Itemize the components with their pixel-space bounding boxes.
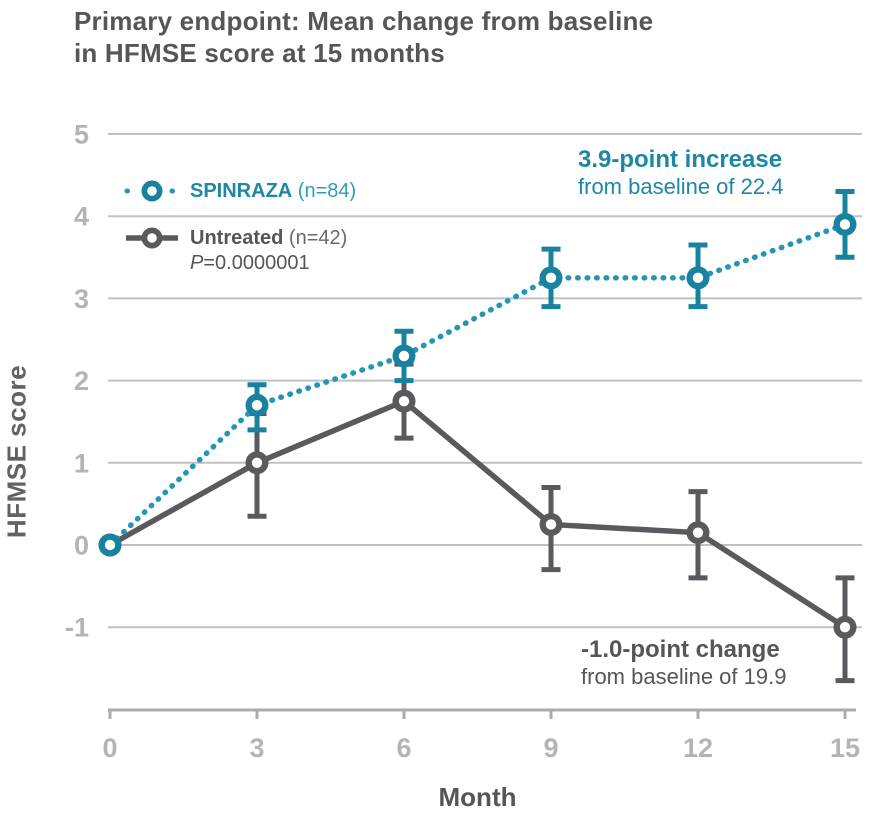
spinraza-dotted-marker-icon (124, 180, 180, 202)
spinraza-data-point-month-3 (245, 393, 269, 417)
marker-center (251, 400, 263, 411)
marker-center (104, 539, 116, 551)
untreated-solid-marker-icon (126, 227, 178, 249)
marker-center (839, 622, 851, 633)
p-value: P=0.0000001 (190, 252, 310, 274)
spinraza-line (107, 221, 848, 548)
series-untreated (98, 361, 857, 684)
x-tick-label-3: 3 (249, 733, 264, 763)
annotation-untreated-headline: -1.0-point change (581, 636, 780, 663)
untreated-data-point-month-3 (245, 451, 269, 475)
y-tick-label-2: 2 (74, 366, 89, 396)
y-tick-label--1: -1 (65, 613, 89, 643)
spinraza-data-point-month-15 (833, 212, 857, 236)
marker-center (692, 272, 704, 284)
annotation-spinraza-result: 3.9-point increase from baseline of 22.4 (578, 146, 783, 199)
marker-center (251, 457, 263, 468)
x-tick-label-9: 9 (543, 733, 558, 763)
x-tick-label-12: 12 (683, 733, 713, 763)
untreated-data-point-month-6 (392, 389, 416, 413)
untreated-data-point-month-9 (539, 512, 563, 536)
annotation-untreated-subline: from baseline of 19.9 (581, 664, 787, 689)
y-tick-label-3: 3 (74, 284, 89, 314)
legend-item-spinraza: SPINRAZA (n=84) (124, 177, 356, 205)
x-axis-title: Month (438, 782, 517, 812)
spinraza-data-point-month-9 (539, 266, 563, 290)
marker-center (692, 527, 704, 538)
marker-center (545, 272, 557, 284)
legend-item-untreated: Untreated (n=42) (124, 224, 347, 252)
marker-center (545, 519, 557, 530)
legend-label-spinraza: SPINRAZA (n=84) (190, 179, 357, 202)
untreated-data-point-month-12 (686, 521, 710, 545)
annotation-spinraza-headline: 3.9-point increase (578, 146, 783, 173)
annotation-spinraza-subline: from baseline of 22.4 (578, 174, 784, 199)
y-tick-label-5: 5 (74, 120, 89, 150)
legend-label-untreated: Untreated (n=42) (190, 226, 348, 249)
untreated-data-point-month-15 (833, 615, 857, 639)
y-tick-label-1: 1 (74, 448, 89, 478)
spinraza-data-point-month-0 (98, 533, 122, 557)
y-tick-label-0: 0 (74, 531, 89, 561)
chart-title: Primary endpoint: Mean change from basel… (74, 5, 653, 69)
marker-center (398, 395, 410, 407)
chart-title-line1: Primary endpoint: Mean change from basel… (74, 6, 654, 36)
spinraza-data-point-month-6 (392, 344, 416, 368)
spinraza-data-point-month-12 (686, 266, 710, 290)
x-tick-label-15: 15 (830, 733, 860, 763)
y-axis-title: HFMSE score (1, 364, 32, 539)
marker-center (398, 350, 410, 362)
marker-center (839, 219, 851, 230)
y-tick-label-4: 4 (74, 202, 89, 232)
annotation-untreated-result: -1.0-point change from baseline of 19.9 (581, 636, 786, 689)
chart-title-line2: in HFMSE score at 15 months (74, 38, 445, 68)
x-tick-label-0: 0 (102, 733, 117, 763)
series-spinraza (98, 189, 857, 557)
untreated-line (108, 397, 847, 630)
x-tick-label-6: 6 (396, 733, 411, 763)
